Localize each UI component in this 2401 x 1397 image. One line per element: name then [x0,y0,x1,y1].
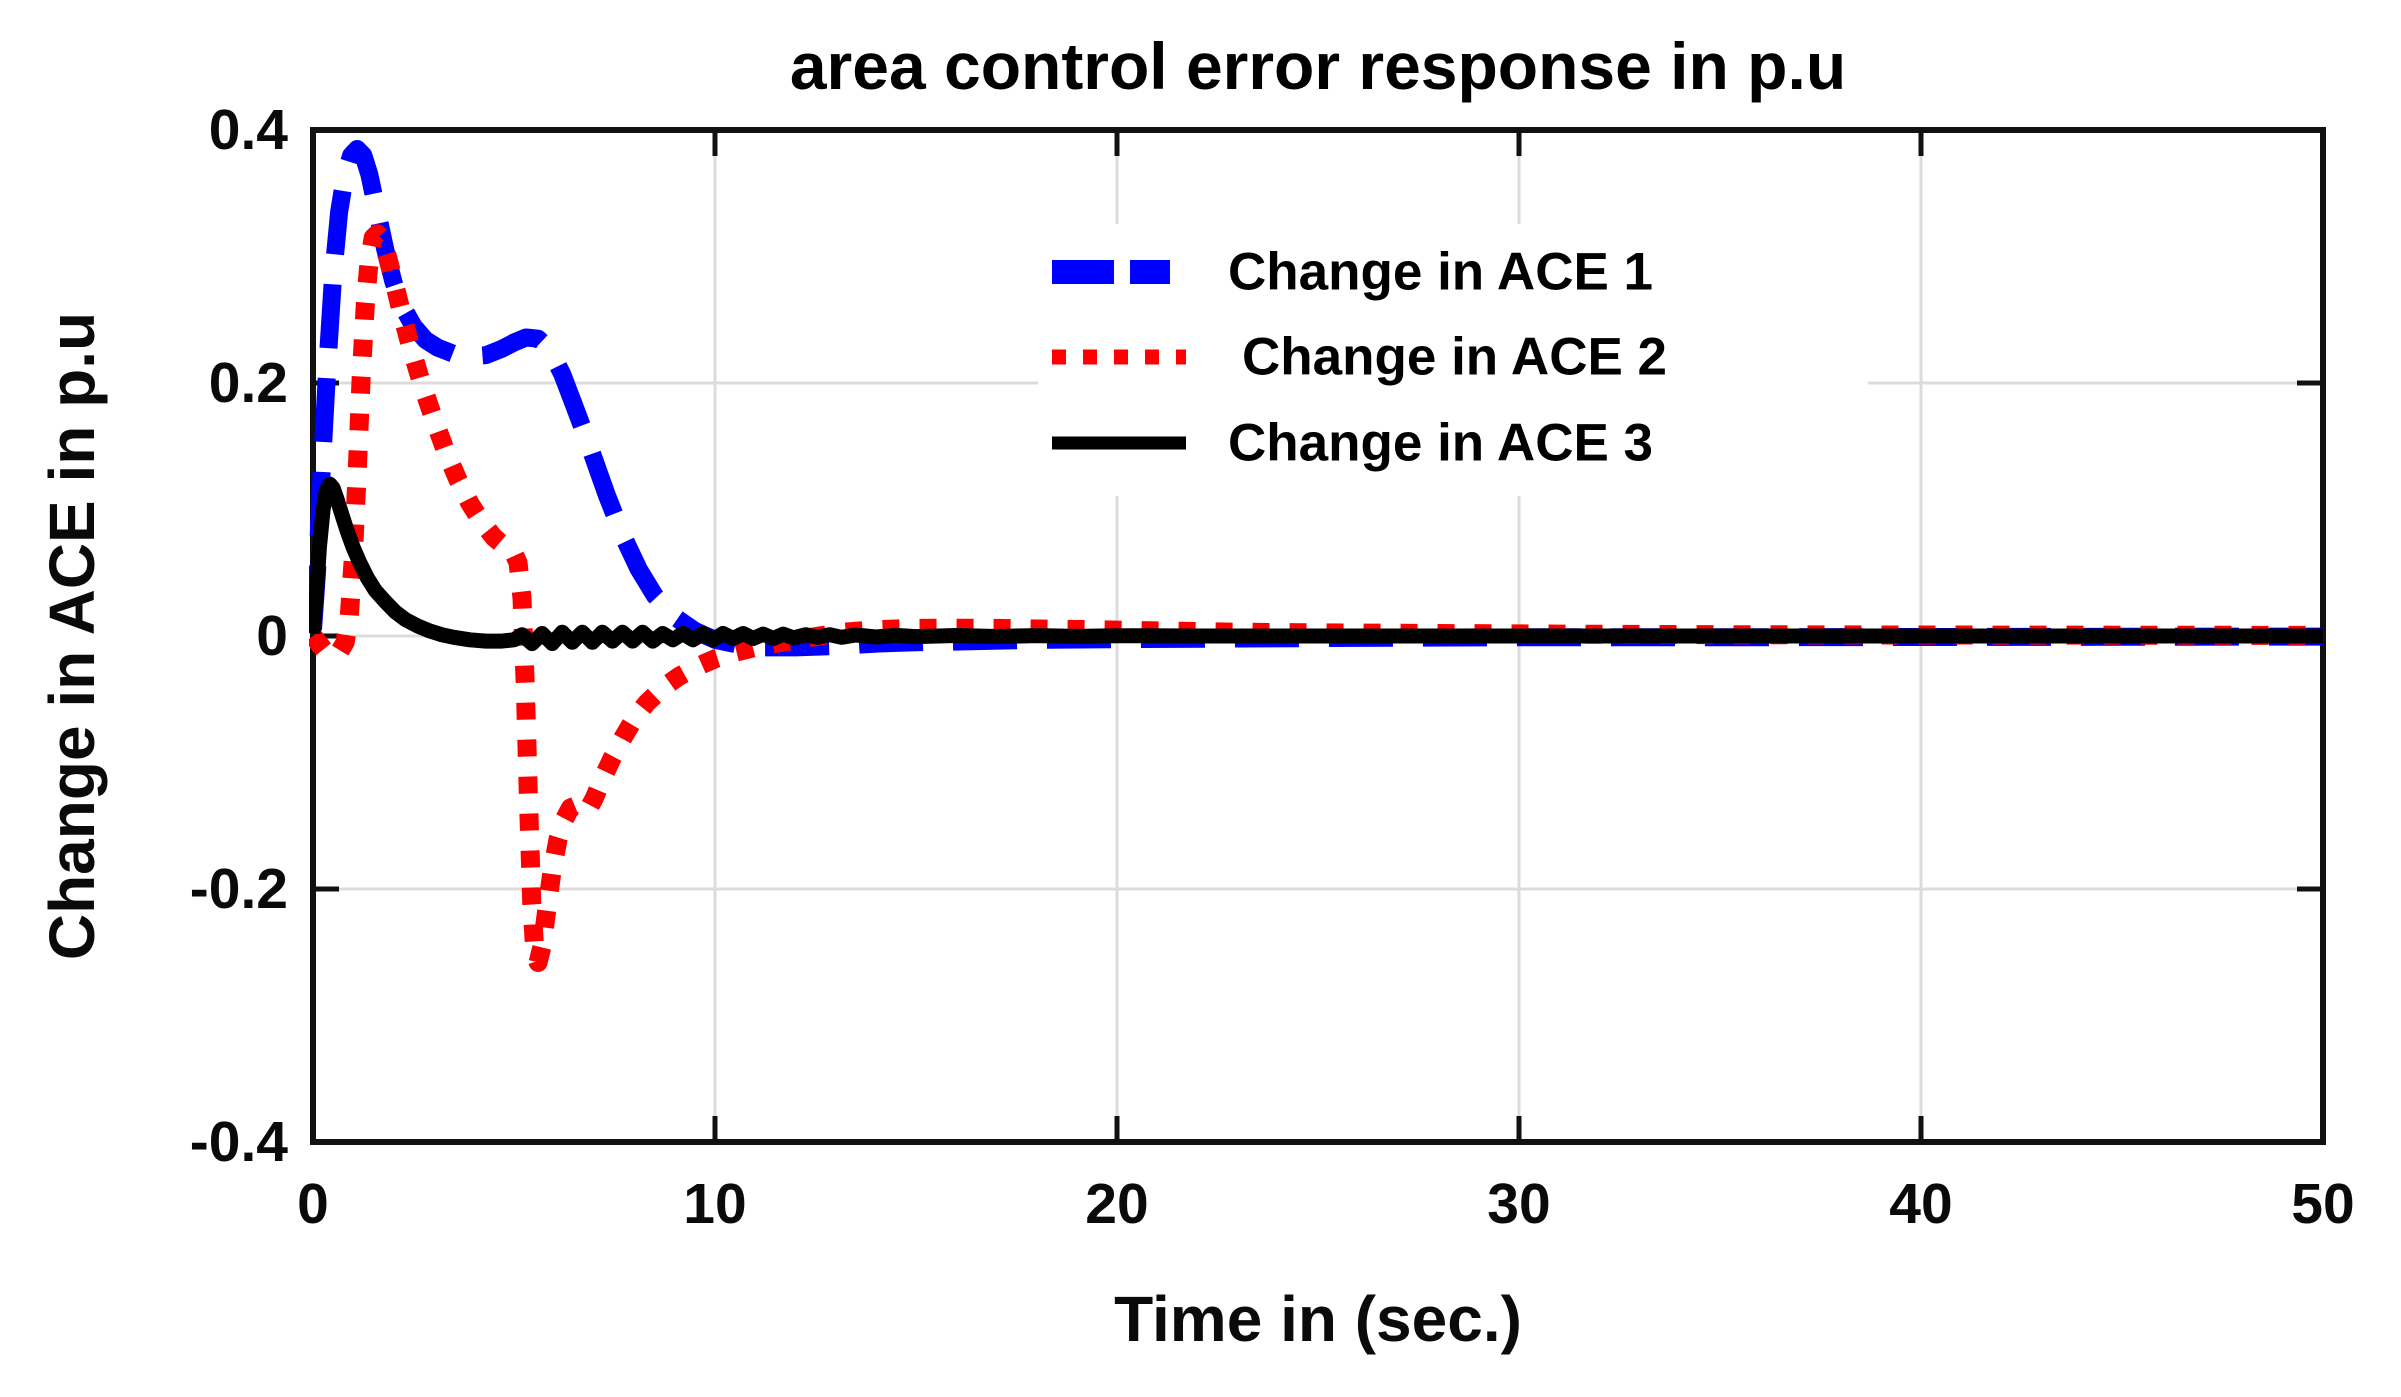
x-axis-label: Time in (sec.) [1114,1283,1522,1355]
x-tick-label-0: 0 [297,1172,329,1236]
series-line-ace3 [309,476,2323,652]
legend-item-ace1: Change in ACE 1 [1038,241,1868,303]
legend-line-sample-dotted [1052,349,1186,365]
y-tick-label--0.4: -0.4 [189,1110,288,1174]
y-tick-label-0: 0 [256,604,288,668]
legend-label-ace1: Change in ACE 1 [1228,242,1654,302]
legend-line-sample-dashed [1052,260,1186,284]
legend-item-ace2: Change in ACE 2 [1038,326,1868,388]
x-tick-label-50: 50 [2291,1172,2355,1236]
x-tick-label-20: 20 [1085,1172,1149,1236]
legend-label-ace2: Change in ACE 2 [1242,327,1668,387]
series-line-ace2 [309,224,2324,972]
chart-title: area control error response in p.u [789,29,1847,103]
y-axis-label: Change in ACE in p.u [36,311,108,961]
x-tick-label-10: 10 [683,1172,747,1236]
legend-item-ace3: Change in ACE 3 [1038,412,1868,474]
x-tick-label-40: 40 [1889,1172,1953,1236]
x-tick-label-30: 30 [1487,1172,1551,1236]
legend: Change in ACE 1 Change in ACE 2 Change i… [1038,224,1868,496]
y-tick-label-0.2: 0.2 [208,351,288,415]
y-tick-label-0.4: 0.4 [208,98,288,162]
legend-label-ace3: Change in ACE 3 [1228,413,1654,473]
legend-line-sample-solid [1052,436,1186,450]
y-tick-label--0.2: -0.2 [189,857,288,921]
